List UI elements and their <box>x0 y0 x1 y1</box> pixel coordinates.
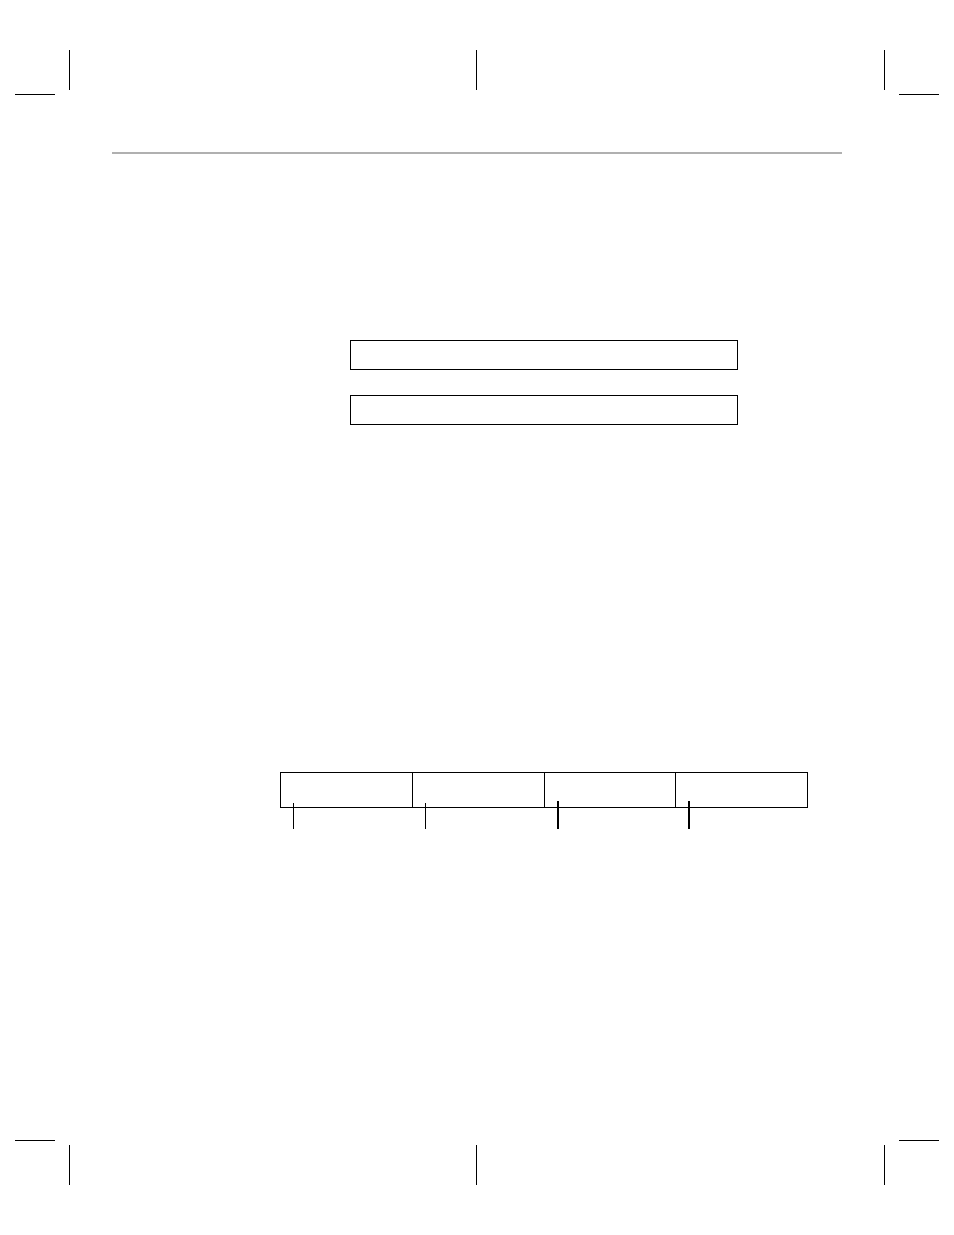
crop-mark <box>15 1140 55 1141</box>
crop-mark <box>884 1145 885 1185</box>
header-rule <box>112 152 842 154</box>
tick-3 <box>557 801 559 829</box>
crop-mark <box>15 94 55 95</box>
tick-1 <box>293 803 294 829</box>
crop-mark <box>476 1145 477 1185</box>
crop-mark <box>899 1140 939 1141</box>
crop-mark <box>69 1145 70 1185</box>
tick-4 <box>688 801 690 829</box>
crop-mark <box>476 50 477 90</box>
row-cell-2 <box>413 773 545 807</box>
row-cell-1 <box>281 773 413 807</box>
crop-mark <box>899 94 939 95</box>
row-cell-4 <box>676 773 807 807</box>
row-diagram <box>280 772 808 808</box>
crop-mark <box>884 50 885 90</box>
tick-2 <box>425 803 426 829</box>
crop-mark <box>69 50 70 90</box>
diagram-box-2 <box>350 395 738 425</box>
row-cell-3 <box>545 773 677 807</box>
diagram-box-1 <box>350 340 738 370</box>
